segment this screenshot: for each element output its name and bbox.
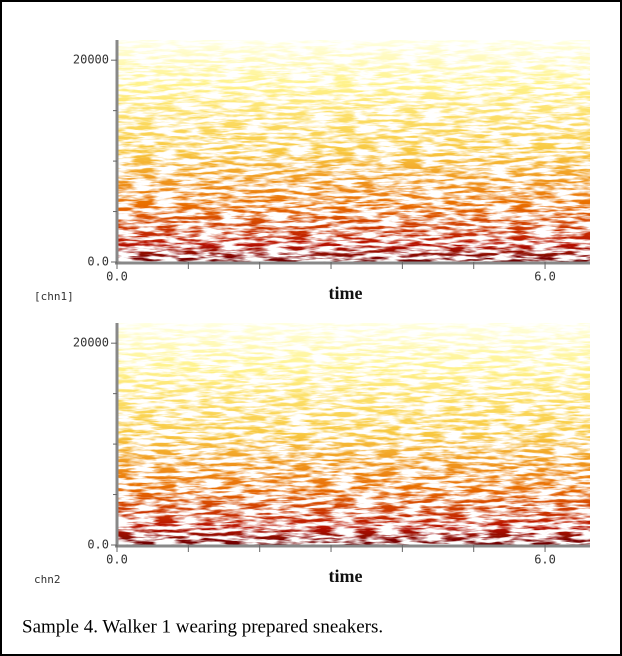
x-axis-label: time <box>329 283 363 303</box>
x-tick-label: 0.0 <box>106 553 128 567</box>
spectrogram-image <box>117 40 590 262</box>
x-axis-label: time <box>329 566 363 586</box>
channel-label: [chn1] <box>34 290 74 303</box>
x-tick-label: 6.0 <box>534 270 556 284</box>
spectrogram-panel: 0.0 20000 0.0 6.0 time [chn1] <box>34 40 590 303</box>
x-tick-label: 6.0 <box>534 553 556 567</box>
spectrogram-panel: 0.0 20000 0.0 6.0 time chn2 <box>34 323 590 586</box>
y-tick-label: 20000 <box>73 336 109 350</box>
caption: Sample 4. Walker 1 wearing prepared snea… <box>22 616 383 637</box>
y-tick-label: 0.0 <box>87 255 109 269</box>
channel-label: chn2 <box>34 573 61 586</box>
y-tick-label: 0.0 <box>87 538 109 552</box>
x-tick-label: 0.0 <box>106 270 128 284</box>
y-tick-label: 20000 <box>73 53 109 67</box>
spectrogram-image <box>117 323 590 545</box>
